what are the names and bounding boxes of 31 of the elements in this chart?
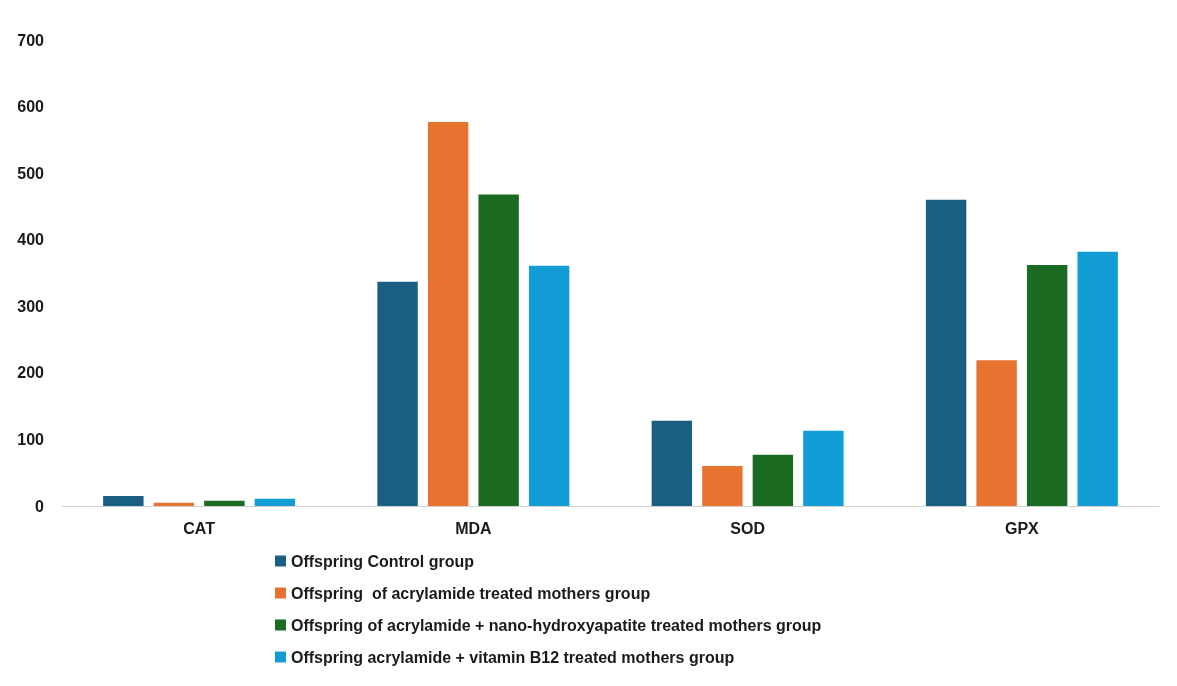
bar: [254, 498, 296, 506]
x-tick-label: MDA: [455, 519, 493, 537]
y-tick-label: 0: [35, 497, 45, 515]
bar: [103, 496, 144, 506]
bar: [1077, 251, 1118, 506]
y-tick-label: 100: [17, 430, 45, 448]
bar: [925, 199, 967, 506]
legend-label: Offspring of acrylamide treated mothers group: [291, 584, 651, 602]
bar: [1026, 265, 1068, 506]
y-tick-label: 600: [17, 98, 45, 116]
legend-label: Offspring acrylamide + vitamin B12 treated mothers group: [291, 648, 735, 666]
y-tick-label: 400: [17, 231, 45, 249]
x-tick-label: CAT: [183, 519, 216, 537]
y-tick-label: 200: [17, 364, 45, 382]
bar: [702, 466, 743, 506]
bar: [204, 500, 245, 506]
bar: [651, 420, 693, 506]
y-tick-label: 500: [17, 164, 45, 182]
bar: [752, 454, 794, 506]
legend-label: Offspring Control group: [291, 552, 475, 570]
y-tick-label: 300: [17, 297, 45, 315]
x-tick-label: GPX: [1004, 519, 1040, 537]
bar: [528, 265, 570, 506]
bar: [377, 281, 418, 506]
bar: [976, 360, 1017, 506]
bar: [427, 121, 469, 506]
legend-label: Offspring of acrylamide + nano-hydroxyapatite treated mothers group: [291, 616, 822, 634]
y-tick-label: 700: [17, 31, 45, 49]
x-tick-label: SOD: [730, 519, 765, 537]
bar: [478, 194, 519, 506]
bar: [803, 430, 844, 506]
